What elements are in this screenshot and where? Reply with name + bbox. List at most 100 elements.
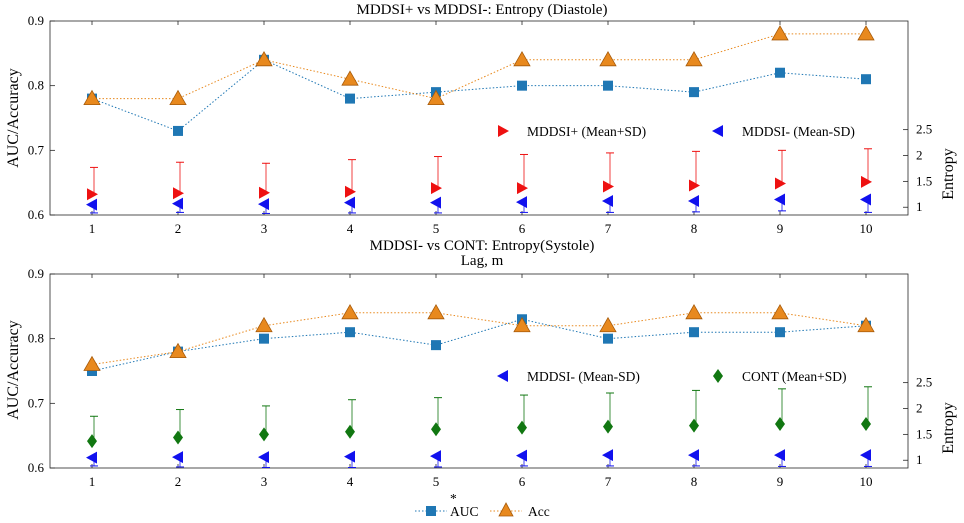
x-tick-label: 10 bbox=[860, 221, 873, 236]
y2-tick-label: 2 bbox=[916, 148, 923, 163]
y-tick-label: 0.9 bbox=[28, 266, 44, 281]
entropy-mean-point bbox=[603, 419, 613, 434]
auc-point bbox=[259, 333, 269, 344]
legend-acc-marker bbox=[498, 502, 514, 517]
top-chart-plot: 1 2 3 4 5 6 7 8 9 10 0.6 0.7 0.8 0.9 1 1.5 2 2.5 MDDSI+ (M… bbox=[28, 13, 933, 236]
auc-point bbox=[345, 327, 355, 338]
acc-point bbox=[427, 303, 445, 320]
legend-marker bbox=[712, 125, 723, 137]
legend-marker bbox=[498, 125, 509, 137]
y-tick-label: 0.7 bbox=[28, 395, 45, 410]
entropy-mean-point bbox=[430, 196, 441, 209]
legend-label: MDDSI- (Mean-SD) bbox=[527, 369, 640, 384]
shared-legend: AUC * Acc bbox=[415, 491, 550, 519]
entropy-mean-point bbox=[344, 450, 355, 463]
auc-point bbox=[603, 333, 613, 344]
acc-point bbox=[513, 316, 531, 333]
entropy-mean-point bbox=[860, 449, 871, 462]
acc-point bbox=[599, 50, 617, 67]
acc-point bbox=[255, 316, 273, 333]
acc-point bbox=[771, 25, 789, 41]
entropy-mean-point bbox=[861, 417, 871, 432]
plot-frame bbox=[49, 20, 909, 216]
x-tick-label: 5 bbox=[433, 474, 440, 489]
legend-label: CONT (Mean+SD) bbox=[742, 369, 846, 384]
auc-point bbox=[345, 93, 355, 104]
legend-auc-marker bbox=[426, 506, 436, 516]
auc-point bbox=[603, 80, 613, 91]
entropy-mean-point bbox=[517, 420, 527, 435]
x-tick-label: 7 bbox=[605, 221, 612, 236]
x-tick-label: 3 bbox=[261, 474, 268, 489]
entropy-mean-point bbox=[258, 451, 269, 464]
acc-point bbox=[169, 342, 187, 359]
y2-tick-label: 1 bbox=[916, 199, 923, 214]
acc-point bbox=[857, 316, 875, 333]
auc-point bbox=[689, 87, 699, 98]
acc-point bbox=[685, 303, 703, 320]
auc-point bbox=[861, 74, 871, 85]
legend-marker bbox=[497, 370, 508, 382]
acc-point bbox=[771, 303, 789, 320]
entropy-mean-point bbox=[688, 195, 699, 208]
entropy-mean-point bbox=[517, 182, 528, 195]
auc-point bbox=[173, 125, 183, 136]
acc-point bbox=[685, 50, 703, 67]
entropy-mean-point bbox=[344, 196, 355, 209]
top-x-axis-label: Lag, m bbox=[461, 253, 504, 269]
entropy-mean-point bbox=[689, 418, 699, 433]
legend-auc-label: AUC bbox=[450, 504, 479, 519]
y-tick-label: 0.7 bbox=[28, 142, 45, 157]
entropy-mean-point bbox=[172, 197, 183, 210]
acc-point bbox=[83, 355, 101, 371]
entropy-mean-point bbox=[602, 195, 613, 208]
entropy-mean-point bbox=[603, 180, 614, 193]
entropy-mean-point bbox=[861, 175, 872, 188]
x-tick-label: 1 bbox=[89, 221, 96, 236]
x-tick-label: 6 bbox=[519, 474, 526, 489]
legend-asterisk: * bbox=[450, 491, 457, 506]
plot-frame bbox=[49, 273, 909, 469]
legend-acc-label: Acc bbox=[528, 504, 550, 519]
entropy-mean-point bbox=[431, 422, 441, 437]
bottom-y2-axis-label: Entropy bbox=[940, 402, 957, 454]
entropy-mean-point bbox=[173, 430, 183, 445]
auc-line bbox=[91, 318, 867, 372]
x-tick-label: 3 bbox=[261, 221, 268, 236]
auc-point bbox=[87, 366, 97, 376]
y-tick-label: 0.8 bbox=[28, 331, 44, 346]
y2-tick-label: 2.5 bbox=[916, 375, 932, 390]
acc-point bbox=[341, 70, 359, 86]
x-tick-label: 5 bbox=[433, 221, 440, 236]
x-tick-label: 7 bbox=[605, 474, 612, 489]
top-y2-axis-label: Entropy bbox=[940, 148, 957, 200]
entropy-mean-point bbox=[775, 417, 785, 432]
x-tick-label: 8 bbox=[691, 221, 698, 236]
entropy-mean-point bbox=[688, 449, 699, 462]
entropy-mean-point bbox=[172, 451, 183, 464]
entropy-mean-point bbox=[259, 186, 270, 199]
y-tick-label: 0.8 bbox=[28, 78, 44, 93]
x-tick-label: 4 bbox=[347, 474, 354, 489]
y-tick-label: 0.9 bbox=[28, 13, 44, 28]
top-chart-title: MDDSI+ vs MDDSI-: Entropy (Diastole) bbox=[357, 2, 608, 18]
x-tick-label: 4 bbox=[347, 221, 354, 236]
y-tick-label: 0.6 bbox=[28, 207, 45, 222]
entropy-mean-point bbox=[516, 449, 527, 462]
auc-point bbox=[689, 327, 699, 338]
acc-point bbox=[599, 316, 617, 333]
x-tick-label: 2 bbox=[175, 474, 182, 489]
entropy-mean-point bbox=[258, 198, 269, 211]
y2-tick-label: 1.5 bbox=[916, 426, 932, 441]
x-tick-label: 10 bbox=[860, 474, 873, 489]
entropy-mean-point bbox=[87, 434, 97, 449]
x-tick-label: 2 bbox=[175, 221, 182, 236]
top-y-axis-label: AUC/Accuracy bbox=[5, 68, 22, 168]
x-tick-label: 8 bbox=[691, 474, 698, 489]
auc-point bbox=[775, 67, 785, 78]
acc-point bbox=[513, 50, 531, 67]
x-tick-label: 9 bbox=[777, 221, 784, 236]
acc-point bbox=[341, 303, 359, 320]
bottom-chart-plot: 1 2 3 4 5 6 7 8 9 10 0.6 0.7 0.8 0.9 1 1.5 2 2.5 MDDSI- (M… bbox=[28, 266, 933, 489]
